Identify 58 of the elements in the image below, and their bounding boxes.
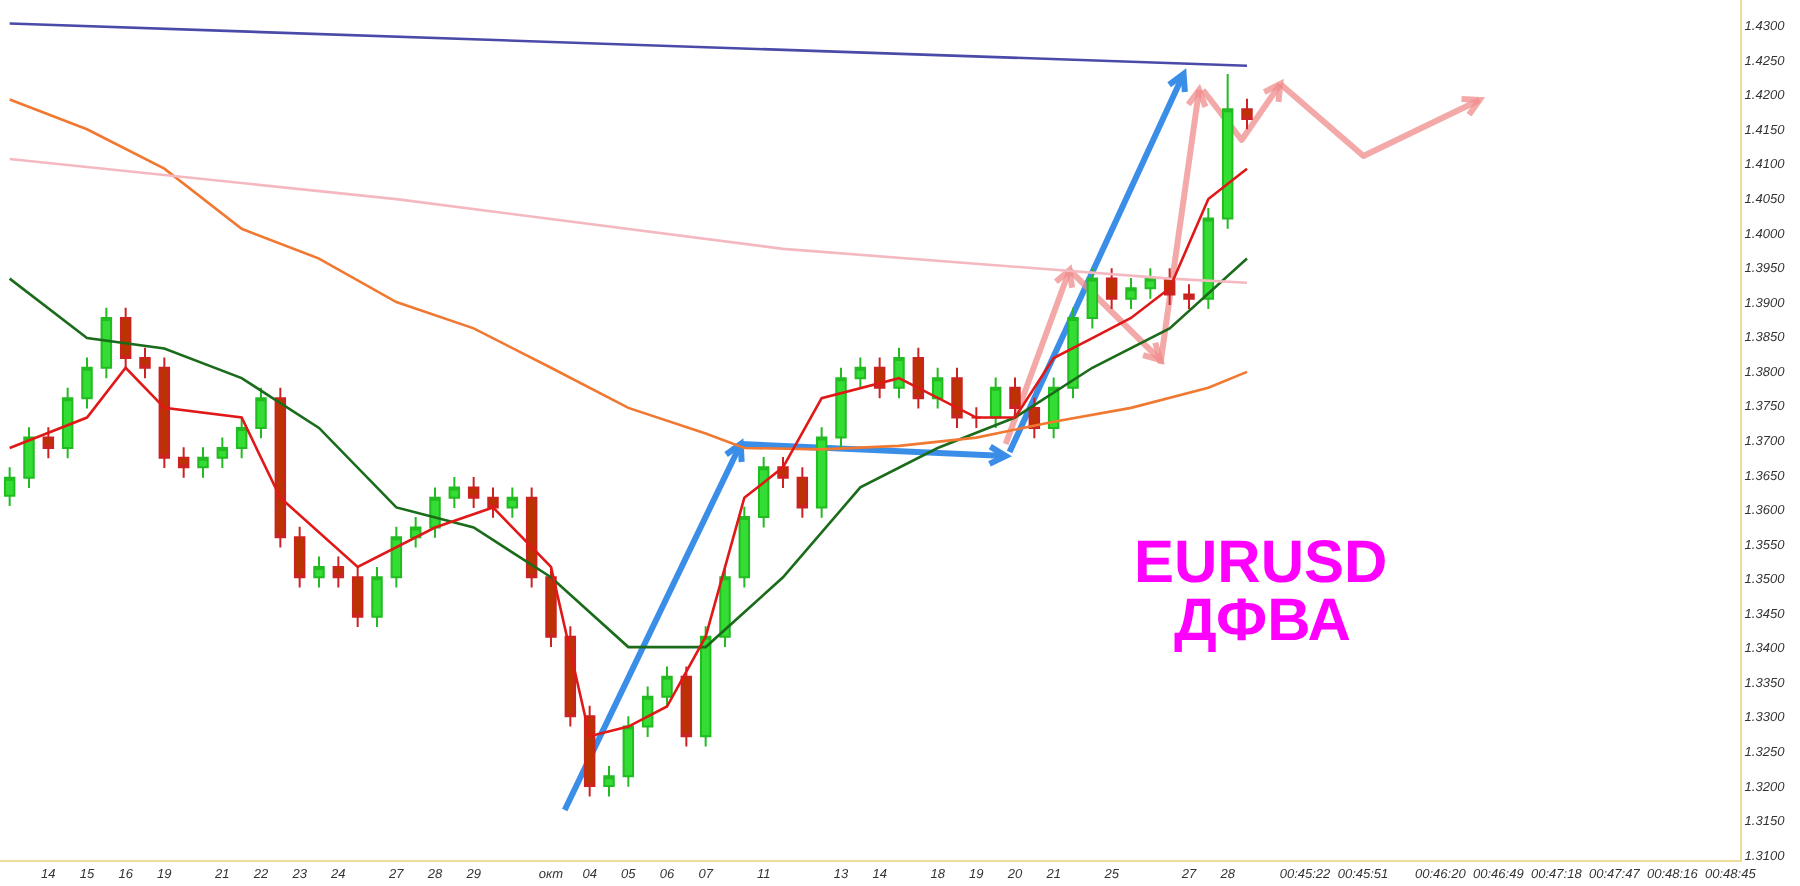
- candlestick: [1009, 376, 1021, 420]
- line-series: [8, 157, 1249, 285]
- candlestick: [235, 416, 248, 460]
- candlestick: [641, 685, 654, 738]
- candlestick: [371, 565, 383, 629]
- candlestick: [1086, 267, 1099, 330]
- candlestick: [216, 436, 229, 470]
- candlestick: [1105, 267, 1118, 311]
- candlestick: [351, 565, 364, 629]
- candlestick: [487, 486, 499, 519]
- candlestick: [3, 466, 16, 508]
- candlestick: [409, 516, 422, 549]
- candlestick: [81, 356, 93, 410]
- candlestick: [815, 426, 828, 519]
- candlestick: [545, 565, 557, 649]
- candlestick: [332, 555, 345, 589]
- candlestick: [622, 715, 635, 788]
- candlestick: [197, 446, 209, 479]
- candlestick: [293, 525, 306, 589]
- candlestick: [680, 665, 693, 748]
- candlestick: [854, 356, 867, 390]
- candlestick: [1202, 207, 1215, 311]
- candlestick: [390, 525, 403, 589]
- candlestick: [835, 366, 847, 449]
- candlestick: [1125, 276, 1137, 311]
- candlestick: [177, 446, 190, 479]
- candlestick: [23, 426, 35, 490]
- candlestick: [661, 665, 673, 709]
- candlestick: [951, 366, 963, 429]
- candlestick: [467, 476, 480, 510]
- candlestick: [699, 625, 712, 748]
- candlestick: [448, 476, 461, 510]
- candlestick: [912, 346, 925, 410]
- candlestick: [100, 306, 113, 380]
- candlestick: [796, 466, 809, 519]
- candlestick: [719, 565, 731, 649]
- candlestick: [506, 486, 519, 519]
- candlestick: [738, 505, 751, 589]
- candlestick: [1067, 306, 1079, 400]
- candlestick: [274, 386, 287, 549]
- candlestick: [42, 426, 55, 460]
- candlestick: [158, 356, 171, 470]
- candlestick: [119, 306, 132, 370]
- candlestick: [255, 386, 267, 440]
- line-series: [8, 98, 1249, 451]
- candlestick: [893, 346, 905, 400]
- candlestick: [970, 406, 983, 429]
- candlestick: [931, 366, 944, 410]
- candlestick: [139, 346, 151, 380]
- candlestick: [757, 455, 770, 529]
- candlestick: [61, 386, 74, 460]
- candlestick: [989, 376, 1002, 429]
- candlestick: [1221, 72, 1234, 230]
- candlestick: [1183, 283, 1195, 311]
- candlestick: [1144, 267, 1157, 300]
- candlestick: [313, 555, 325, 589]
- candlestick: [603, 764, 615, 798]
- candlestick: [1241, 97, 1253, 131]
